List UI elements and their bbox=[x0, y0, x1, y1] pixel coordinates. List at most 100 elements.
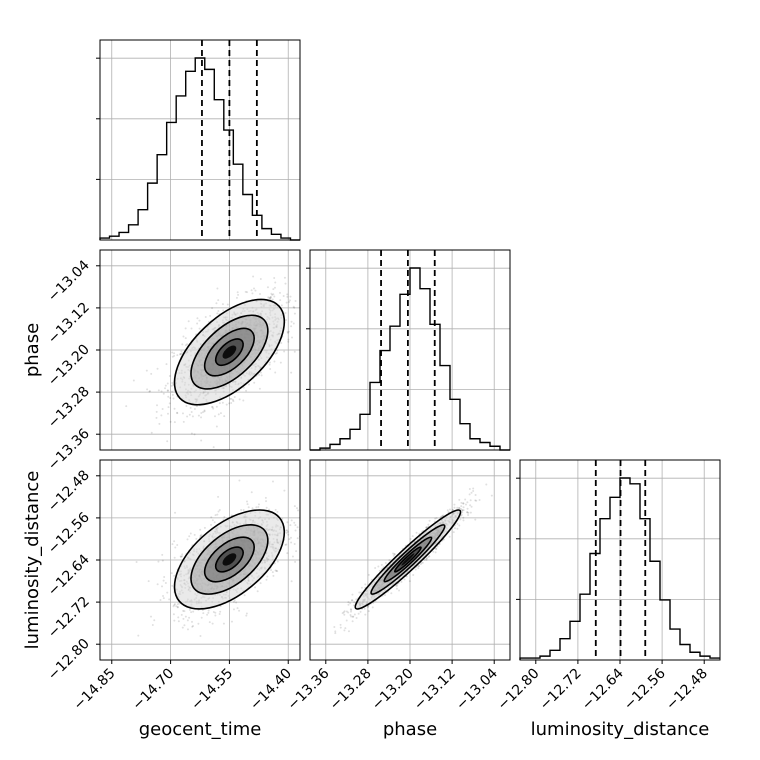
scatter-point bbox=[417, 567, 420, 570]
scatter-point bbox=[173, 354, 176, 357]
scatter-point bbox=[212, 610, 215, 613]
scatter-point bbox=[174, 511, 177, 514]
scatter-point bbox=[466, 511, 469, 514]
scatter-point bbox=[181, 343, 184, 346]
contour-line bbox=[214, 338, 244, 367]
scatter-point bbox=[184, 615, 187, 618]
scatter-point bbox=[470, 491, 473, 494]
scatter-point bbox=[151, 623, 154, 626]
scatter-point bbox=[286, 552, 289, 555]
scatter-point bbox=[243, 594, 246, 597]
scatter-point bbox=[276, 349, 279, 352]
scatter-point bbox=[388, 559, 391, 562]
scatter-point bbox=[157, 560, 160, 563]
scatter-point bbox=[266, 575, 269, 578]
scatter-point bbox=[204, 316, 207, 319]
scatter-point bbox=[448, 535, 451, 538]
scatter-point bbox=[233, 599, 236, 602]
density-level bbox=[401, 553, 415, 566]
scatter-point bbox=[171, 390, 174, 393]
scatter-point bbox=[288, 301, 291, 304]
scatter-point bbox=[176, 411, 179, 414]
scatter-point bbox=[300, 285, 302, 287]
scatter-point bbox=[276, 560, 279, 563]
scatter-point bbox=[345, 619, 348, 622]
scatter-point bbox=[374, 567, 377, 570]
scatter-point bbox=[432, 550, 435, 553]
scatter-point bbox=[359, 610, 362, 613]
contour-line bbox=[214, 546, 244, 573]
x-tick-label: −12.64 bbox=[579, 665, 627, 713]
scatter-point bbox=[363, 607, 366, 610]
scatter-point bbox=[186, 415, 189, 418]
scatter-point bbox=[163, 576, 166, 579]
scatter-point bbox=[177, 616, 180, 619]
scatter-point bbox=[167, 389, 170, 392]
scatter-point bbox=[425, 526, 428, 529]
scatter-point bbox=[162, 594, 165, 597]
scatter-point bbox=[195, 537, 198, 540]
scatter-point bbox=[150, 431, 153, 434]
scatter-point bbox=[180, 352, 183, 355]
scatter-point bbox=[285, 301, 288, 304]
scatter-point bbox=[173, 604, 176, 607]
contour-line bbox=[393, 546, 422, 573]
scatter-point bbox=[216, 287, 219, 290]
scatter-point bbox=[268, 296, 271, 299]
scatter-point bbox=[222, 309, 225, 312]
scatter-point bbox=[173, 352, 176, 355]
scatter-point bbox=[290, 371, 293, 374]
scatter-point bbox=[199, 534, 202, 537]
scatter-point bbox=[468, 493, 471, 496]
scatter-point bbox=[219, 412, 222, 415]
scatter-point bbox=[238, 609, 241, 612]
x-tick-label: −13.12 bbox=[411, 666, 459, 714]
scatter-point bbox=[490, 494, 493, 497]
scatter-point bbox=[167, 406, 170, 409]
scatter-point bbox=[441, 514, 444, 517]
histogram-series-geocent_time bbox=[99, 57, 300, 241]
scatter-point bbox=[436, 545, 439, 548]
scatter-point bbox=[217, 299, 220, 302]
scatter-point bbox=[161, 553, 164, 556]
contour-line bbox=[383, 536, 433, 583]
scatter-point bbox=[223, 515, 226, 518]
scatter-point bbox=[233, 395, 236, 398]
scatter-point bbox=[272, 574, 275, 577]
scatter-point bbox=[378, 569, 381, 572]
scatter-point bbox=[242, 508, 245, 511]
scatter-point bbox=[364, 583, 367, 586]
scatter-point bbox=[474, 493, 477, 496]
x-axis-label-luminosity_distance: luminosity_distance bbox=[531, 719, 710, 740]
scatter-point bbox=[284, 543, 287, 546]
scatter-points bbox=[125, 275, 302, 449]
scatter-point bbox=[425, 526, 428, 529]
y-axis-label-phase: phase bbox=[22, 323, 43, 377]
scatter-point bbox=[409, 537, 412, 540]
scatter-point bbox=[186, 628, 189, 631]
scatter-point bbox=[168, 402, 171, 405]
scatter-point bbox=[367, 573, 370, 576]
scatter-point bbox=[341, 612, 344, 615]
scatter-point bbox=[215, 425, 218, 428]
contour-line bbox=[173, 509, 286, 610]
scatter-point bbox=[289, 524, 292, 527]
scatter-point bbox=[158, 422, 161, 425]
scatter-point bbox=[339, 623, 342, 626]
scatter-point bbox=[259, 371, 262, 374]
scatter-point bbox=[260, 374, 263, 377]
scatter-point bbox=[217, 510, 220, 513]
scatter-point bbox=[265, 500, 268, 503]
scatter-point bbox=[145, 369, 148, 372]
scatter-point bbox=[181, 412, 184, 415]
scatter-point bbox=[147, 580, 150, 583]
scatter-point bbox=[251, 507, 254, 510]
scatter-point bbox=[157, 389, 160, 392]
scatter-point bbox=[464, 503, 467, 506]
scatter-point bbox=[273, 277, 276, 280]
scatter-point bbox=[428, 519, 431, 522]
scatter-point bbox=[275, 351, 278, 354]
scatter-point bbox=[173, 556, 176, 559]
scatter-point bbox=[214, 514, 217, 517]
scatter-point bbox=[462, 502, 465, 505]
